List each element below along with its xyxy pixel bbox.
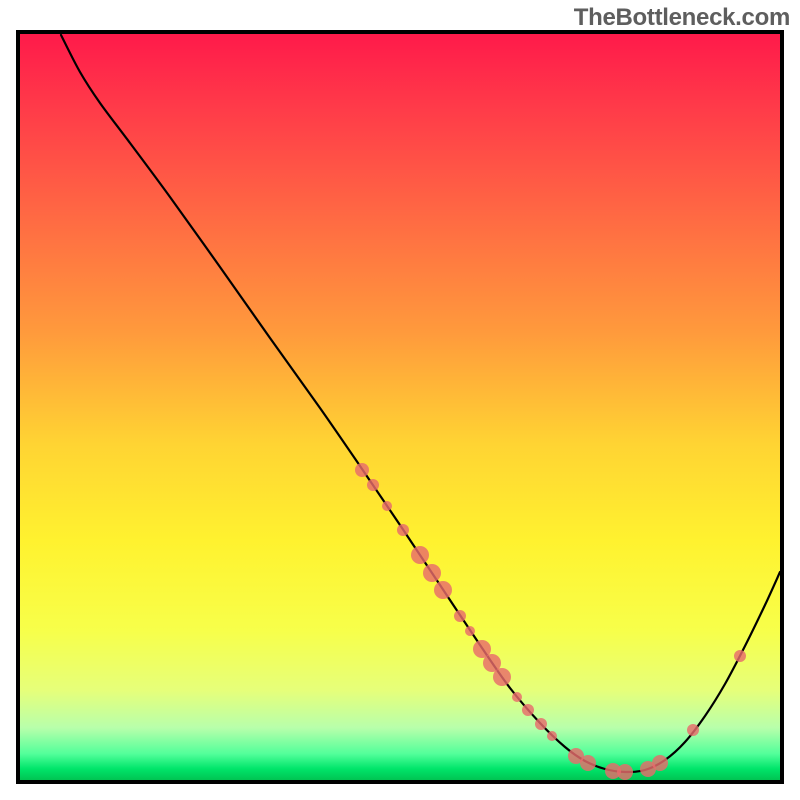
data-marker (547, 731, 557, 741)
data-marker (734, 650, 746, 662)
chart-container: TheBottleneck.com (0, 0, 800, 800)
data-marker (465, 626, 475, 636)
data-marker (382, 501, 392, 511)
data-marker (580, 755, 596, 771)
data-marker (652, 755, 668, 771)
data-marker (454, 610, 466, 622)
data-marker (617, 764, 633, 780)
data-marker (522, 704, 534, 716)
data-marker (687, 724, 699, 736)
data-marker (423, 564, 441, 582)
watermark-text: TheBottleneck.com (574, 4, 790, 32)
data-marker (411, 546, 429, 564)
data-marker (355, 463, 369, 477)
data-marker (367, 479, 379, 491)
data-marker (512, 692, 522, 702)
data-marker (493, 668, 511, 686)
data-marker (535, 718, 547, 730)
data-marker (434, 581, 452, 599)
data-marker (397, 524, 409, 536)
plot-background (20, 34, 780, 780)
bottleneck-chart (0, 0, 800, 800)
